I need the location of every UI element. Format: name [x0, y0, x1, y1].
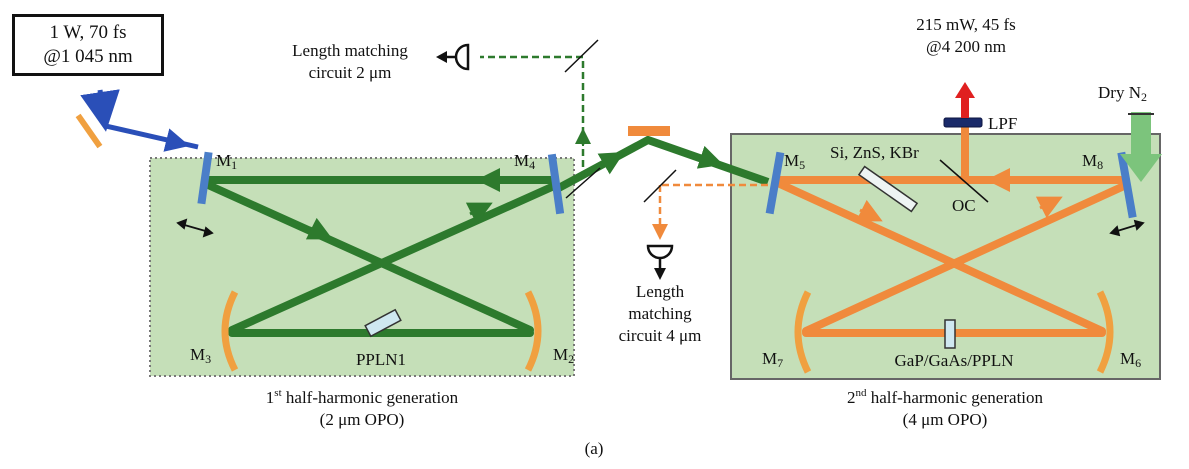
windows-plate [857, 165, 919, 213]
dry-n2-arrow [1120, 112, 1162, 182]
beam-splitter-4um [643, 169, 677, 203]
mirror-m1 [197, 151, 213, 205]
detector-4um [646, 244, 674, 280]
length-matching-4um-label: Length matching circuit 4 μm [618, 282, 702, 345]
windows-label: Si, ZnS, KBr [830, 143, 919, 162]
output-beam-arrow [955, 82, 975, 118]
mirror-m2-label: M2 [553, 345, 575, 366]
crystal-gap-gaas-ppln [944, 319, 956, 349]
length-matching-2um-label: Length matching circuit 2 μm [292, 41, 408, 82]
pump-beam [97, 89, 199, 150]
output-coupler [939, 159, 989, 203]
crystal-2-label: GaP/GaAs/PPLN [894, 351, 1014, 370]
length-matching-2um-path [480, 55, 585, 178]
mirror-m2 [524, 290, 542, 372]
m1-translation-arrow [176, 218, 214, 238]
mirror-m5-label: M5 [784, 151, 806, 172]
mirror-m3-label: M3 [190, 345, 212, 366]
crystal-ppln1 [364, 308, 402, 338]
dry-n2-label: Dry N2 [1098, 83, 1147, 104]
input-steering-mirror [75, 113, 103, 149]
source-wavelength: @1 045 nm [43, 46, 133, 67]
figure-caption: (a) [584, 439, 604, 458]
mirror-m6-label: M6 [1120, 349, 1142, 370]
beam-splitter-2um-bottom [565, 167, 601, 199]
mirror-m5 [765, 151, 785, 215]
mirror-m8-label: M8 [1082, 151, 1104, 172]
long-pass-filter [943, 117, 983, 128]
stage-2-caption: 2nd half-harmonic generation (4 μm OPO) [846, 387, 1044, 429]
beam-splitter-2um-top [564, 39, 599, 73]
mirror-m1-label: M1 [216, 151, 238, 172]
laser-source-box: 1 W, 70 fs @1 045 nm [12, 14, 164, 76]
green-transfer-beam [553, 135, 770, 194]
folding-mirror [628, 126, 670, 136]
mirror-m7-label: M7 [762, 349, 784, 370]
mirror-m6 [1096, 290, 1114, 374]
mirror-m4-label: M4 [514, 151, 536, 172]
oc-label: OC [952, 196, 976, 215]
stage-1-caption: 1st half-harmonic generation (2 μm OPO) [265, 387, 459, 429]
source-power: 1 W, 70 fs [49, 22, 127, 43]
mirror-m3 [221, 290, 239, 372]
lpf-label: LPF [988, 114, 1018, 133]
output-label: 215 mW, 45 fs @4 200 nm [916, 15, 1016, 56]
crystal-1-label: PPLN1 [355, 350, 407, 369]
m8-translation-arrow [1109, 219, 1145, 237]
mirror-m8 [1117, 151, 1137, 219]
detector-2um [436, 43, 470, 71]
mirror-m4 [547, 153, 565, 215]
mirror-m7 [794, 290, 812, 374]
